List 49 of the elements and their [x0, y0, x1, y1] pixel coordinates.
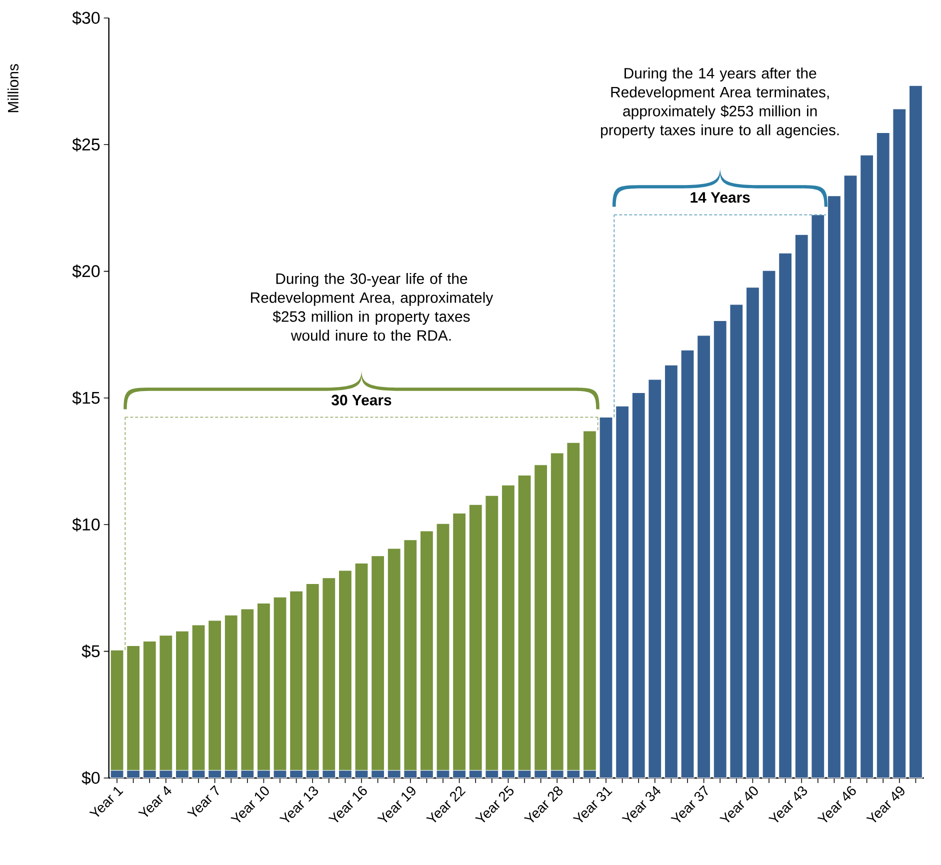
y-tick-label: $25 — [72, 138, 100, 152]
x-tick-label: Year 22 — [426, 786, 466, 822]
bar — [664, 364, 678, 778]
annotation: During the 30-year life of the Redevelopment Area, approximately $253 million in property taxes would inure to the RDA. — [251, 273, 494, 341]
bar — [762, 270, 776, 778]
x-tick-label: Year 46 — [817, 786, 856, 822]
bar — [844, 175, 858, 778]
annotation: During the 14 years after the Redevelopment Area terminates, approximately $253 million in property taxes inure to all agencies. — [601, 68, 839, 138]
bar — [794, 234, 808, 778]
y-tick-label: $0 — [82, 771, 100, 785]
x-tick-label: Year 31 — [572, 786, 612, 822]
x-tick-label: Year 13 — [279, 786, 318, 822]
x-tick-label: Year 19 — [377, 786, 416, 822]
bar — [908, 85, 923, 778]
bar — [730, 304, 744, 778]
x-tick-label: Year 34 — [622, 786, 661, 822]
bar — [876, 132, 890, 778]
y-tick-label: $5 — [82, 644, 100, 658]
x-tick-label: Year 4 — [138, 786, 172, 817]
bar — [616, 406, 630, 778]
bar — [827, 196, 842, 778]
bar — [892, 108, 906, 778]
x-tick-label: Year 28 — [524, 786, 563, 822]
annotation: 30 Years — [332, 394, 392, 406]
x-tick-label: Year 10 — [230, 786, 269, 822]
x-tick-label: Year 25 — [474, 786, 514, 822]
bar — [632, 392, 646, 778]
x-tick-label: Year 49 — [866, 786, 904, 822]
bar — [599, 416, 613, 778]
bar — [746, 286, 760, 778]
x-tick-label: Year 37 — [670, 785, 708, 822]
x-tick-label: Year 7 — [186, 785, 219, 817]
bar — [811, 214, 825, 778]
y-tick-label: $15 — [72, 391, 100, 405]
y-tick-label: $10 — [72, 518, 100, 532]
bar — [697, 335, 711, 778]
annotation: 14 Years — [690, 192, 750, 203]
y-axis-title: Millions — [8, 64, 18, 112]
y-tick-label: $20 — [72, 264, 100, 278]
x-tick-label: Year 16 — [328, 786, 367, 822]
y-tick-label: $30 — [72, 11, 100, 25]
x-tick-label: Year 40 — [719, 786, 758, 822]
bar — [680, 350, 694, 778]
x-tick-label: Year 43 — [768, 786, 808, 822]
x-tick-label: Year 1 — [89, 786, 124, 817]
bar — [860, 154, 874, 778]
bar — [648, 379, 662, 778]
bar — [713, 320, 727, 778]
bar — [778, 252, 792, 778]
